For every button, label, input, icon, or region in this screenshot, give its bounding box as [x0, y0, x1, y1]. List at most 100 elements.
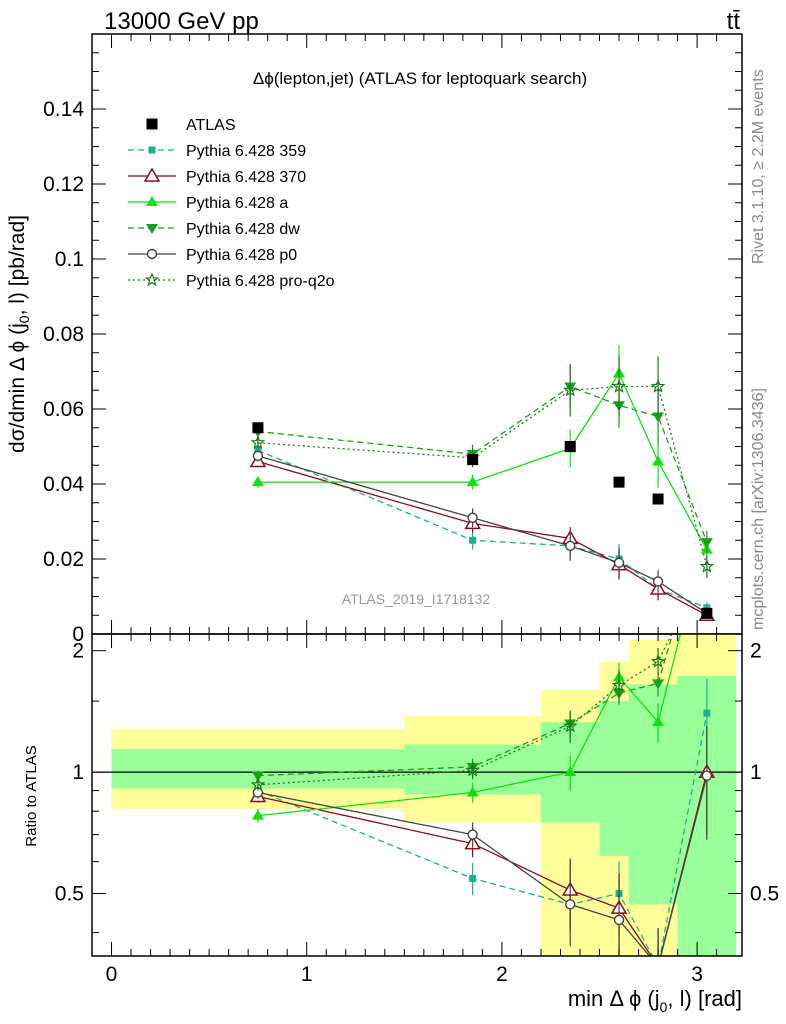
- legend-marker: [144, 272, 160, 287]
- ratio-series-point: [562, 718, 578, 733]
- legend-marker: [146, 248, 158, 260]
- legend-entry-2: Pythia 6.428 a: [128, 195, 288, 212]
- ratio-series-line: [257, 775, 708, 956]
- ratio-series-line: [257, 713, 708, 956]
- header-collision-label: 13000 GeV pp: [104, 8, 259, 35]
- main-series-line: [257, 385, 708, 567]
- main-series-point: [467, 512, 478, 523]
- ratio-series-4: [252, 728, 713, 971]
- main-series-5: [250, 356, 715, 578]
- ratio-panel: 0.5 0.5 1 1 2 2 0 1 2 3 Ratio to ATLAS min Δ ϕ (…: [23, 513, 779, 1015]
- data-point: [564, 441, 576, 452]
- data-point: [613, 476, 625, 488]
- legend-entry-1: Pythia 6.428 370: [128, 167, 306, 186]
- ratio-series-point: [250, 777, 266, 792]
- ratio-series-point: [466, 786, 479, 797]
- ratio-series-point: [251, 771, 264, 782]
- x-tick-label: 3: [691, 963, 703, 986]
- legend-marker: [146, 224, 158, 234]
- legend-entry-3: Pythia 6.428 dw: [128, 221, 300, 238]
- ratio-y-tick-label-right: 2: [750, 640, 762, 663]
- ratio-series-point: [655, 963, 662, 970]
- main-y-tick-label: 0.12: [43, 173, 84, 196]
- main-panel: 0 0.02 0.04 0.06 0.08 0.1 0.12 0.14 Δϕ(lepton,j…: [6, 33, 743, 646]
- main-series-point: [652, 576, 664, 587]
- inner-uncertainty-band: [628, 684, 678, 905]
- legend-data-marker: [146, 118, 158, 130]
- legend-label: Pythia 6.428 359: [186, 143, 306, 160]
- ratio-series-point: [613, 914, 625, 926]
- ratio-series-point: [611, 677, 627, 692]
- main-series-line: [257, 372, 708, 550]
- main-series-point: [700, 538, 713, 549]
- main-series-line: [257, 460, 708, 616]
- x-tick-label: 2: [496, 963, 508, 986]
- main-series-point: [469, 536, 477, 544]
- ratio-series-point: [703, 709, 711, 717]
- main-y-tick-label: 0.08: [43, 323, 84, 346]
- main-series-point: [613, 557, 625, 568]
- main-series-point: [652, 455, 665, 466]
- legend-marker: [143, 167, 161, 182]
- ratio-y-tick-label-right: 0.5: [750, 883, 779, 906]
- main-series-point: [699, 558, 715, 573]
- legend-label: Pythia 6.428 pro-q2o: [186, 273, 335, 290]
- ratio-series-line: [257, 634, 673, 786]
- ratio-series-line: [257, 634, 682, 817]
- ratio-series-point: [565, 899, 576, 910]
- main-y-tick-label: 0.14: [43, 98, 84, 121]
- main-series-point: [466, 476, 479, 487]
- ratio-y-tick-label: 2: [72, 640, 84, 663]
- x-axis-label: min Δ ϕ (j0, l) [rad]: [568, 986, 742, 1015]
- legend-entry-5: Pythia 6.428 pro-q2o: [128, 272, 335, 290]
- main-y-tick-label: 0.04: [43, 473, 84, 496]
- analysis-watermark: ATLAS_2019_I1718132: [342, 591, 491, 607]
- main-series-line: [257, 385, 708, 543]
- legend-label: Pythia 6.428 a: [186, 195, 288, 212]
- main-y-axis-label: dσ/dmin Δ ϕ (j0, l) [pb/rad]: [6, 215, 32, 453]
- legend-label: Pythia 6.428 p0: [186, 247, 297, 264]
- main-series-line: [257, 455, 708, 614]
- data-point: [652, 493, 664, 505]
- ratio-series-5: [250, 634, 673, 792]
- ratio-series-line: [257, 634, 674, 777]
- main-series-point: [562, 382, 578, 397]
- legend-label: ATLAS: [186, 117, 236, 134]
- main-series-0: [254, 444, 711, 614]
- ratio-series-point: [701, 513, 713, 523]
- legend-label: Pythia 6.428 dw: [186, 221, 300, 238]
- legend-label: Pythia 6.428 370: [186, 169, 306, 186]
- legend-marker: [148, 146, 156, 154]
- main-y-tick-label: 0.06: [43, 398, 84, 421]
- main-series-point: [250, 435, 266, 449]
- ratio-series-point: [651, 959, 665, 971]
- main-series-point: [565, 540, 576, 552]
- main-y-tick-label: 0: [72, 623, 84, 646]
- data-point: [701, 607, 713, 619]
- ratio-series-point: [654, 962, 663, 971]
- data-point: [467, 454, 479, 466]
- ratio-series-point: [469, 874, 477, 882]
- rivet-version-label: Rivet 3.1.10, ≥ 2.2M events: [750, 69, 767, 264]
- ratio-y-tick-label-right: 1: [750, 761, 762, 784]
- mcplots-label: mcplots.cern.ch [arXiv:1306.3436]: [750, 388, 767, 630]
- ratio-series-point: [650, 653, 666, 668]
- main-series-point: [650, 378, 666, 393]
- ratio-y-tick-label: 0.5: [55, 883, 84, 906]
- ratio-series-point: [251, 809, 264, 820]
- header-process-label: tt̄: [727, 8, 741, 35]
- legend-entry-0: Pythia 6.428 359: [128, 143, 306, 160]
- legend-entry-4: Pythia 6.428 p0: [128, 247, 297, 264]
- x-tick-label: 0: [106, 963, 118, 986]
- ratio-y-axis-label: Ratio to ATLAS: [23, 745, 40, 846]
- inner-uncertainty-band: [599, 701, 629, 856]
- legend-marker: [146, 196, 158, 206]
- main-data-series: [252, 422, 713, 619]
- main-y-tick-label: 0.1: [55, 248, 84, 271]
- ratio-series-point: [701, 770, 713, 781]
- main-series-2: [251, 345, 713, 561]
- ratio-series-point: [652, 679, 665, 690]
- main-y-tick-label: 0.02: [43, 548, 84, 571]
- main-series-line: [257, 449, 708, 609]
